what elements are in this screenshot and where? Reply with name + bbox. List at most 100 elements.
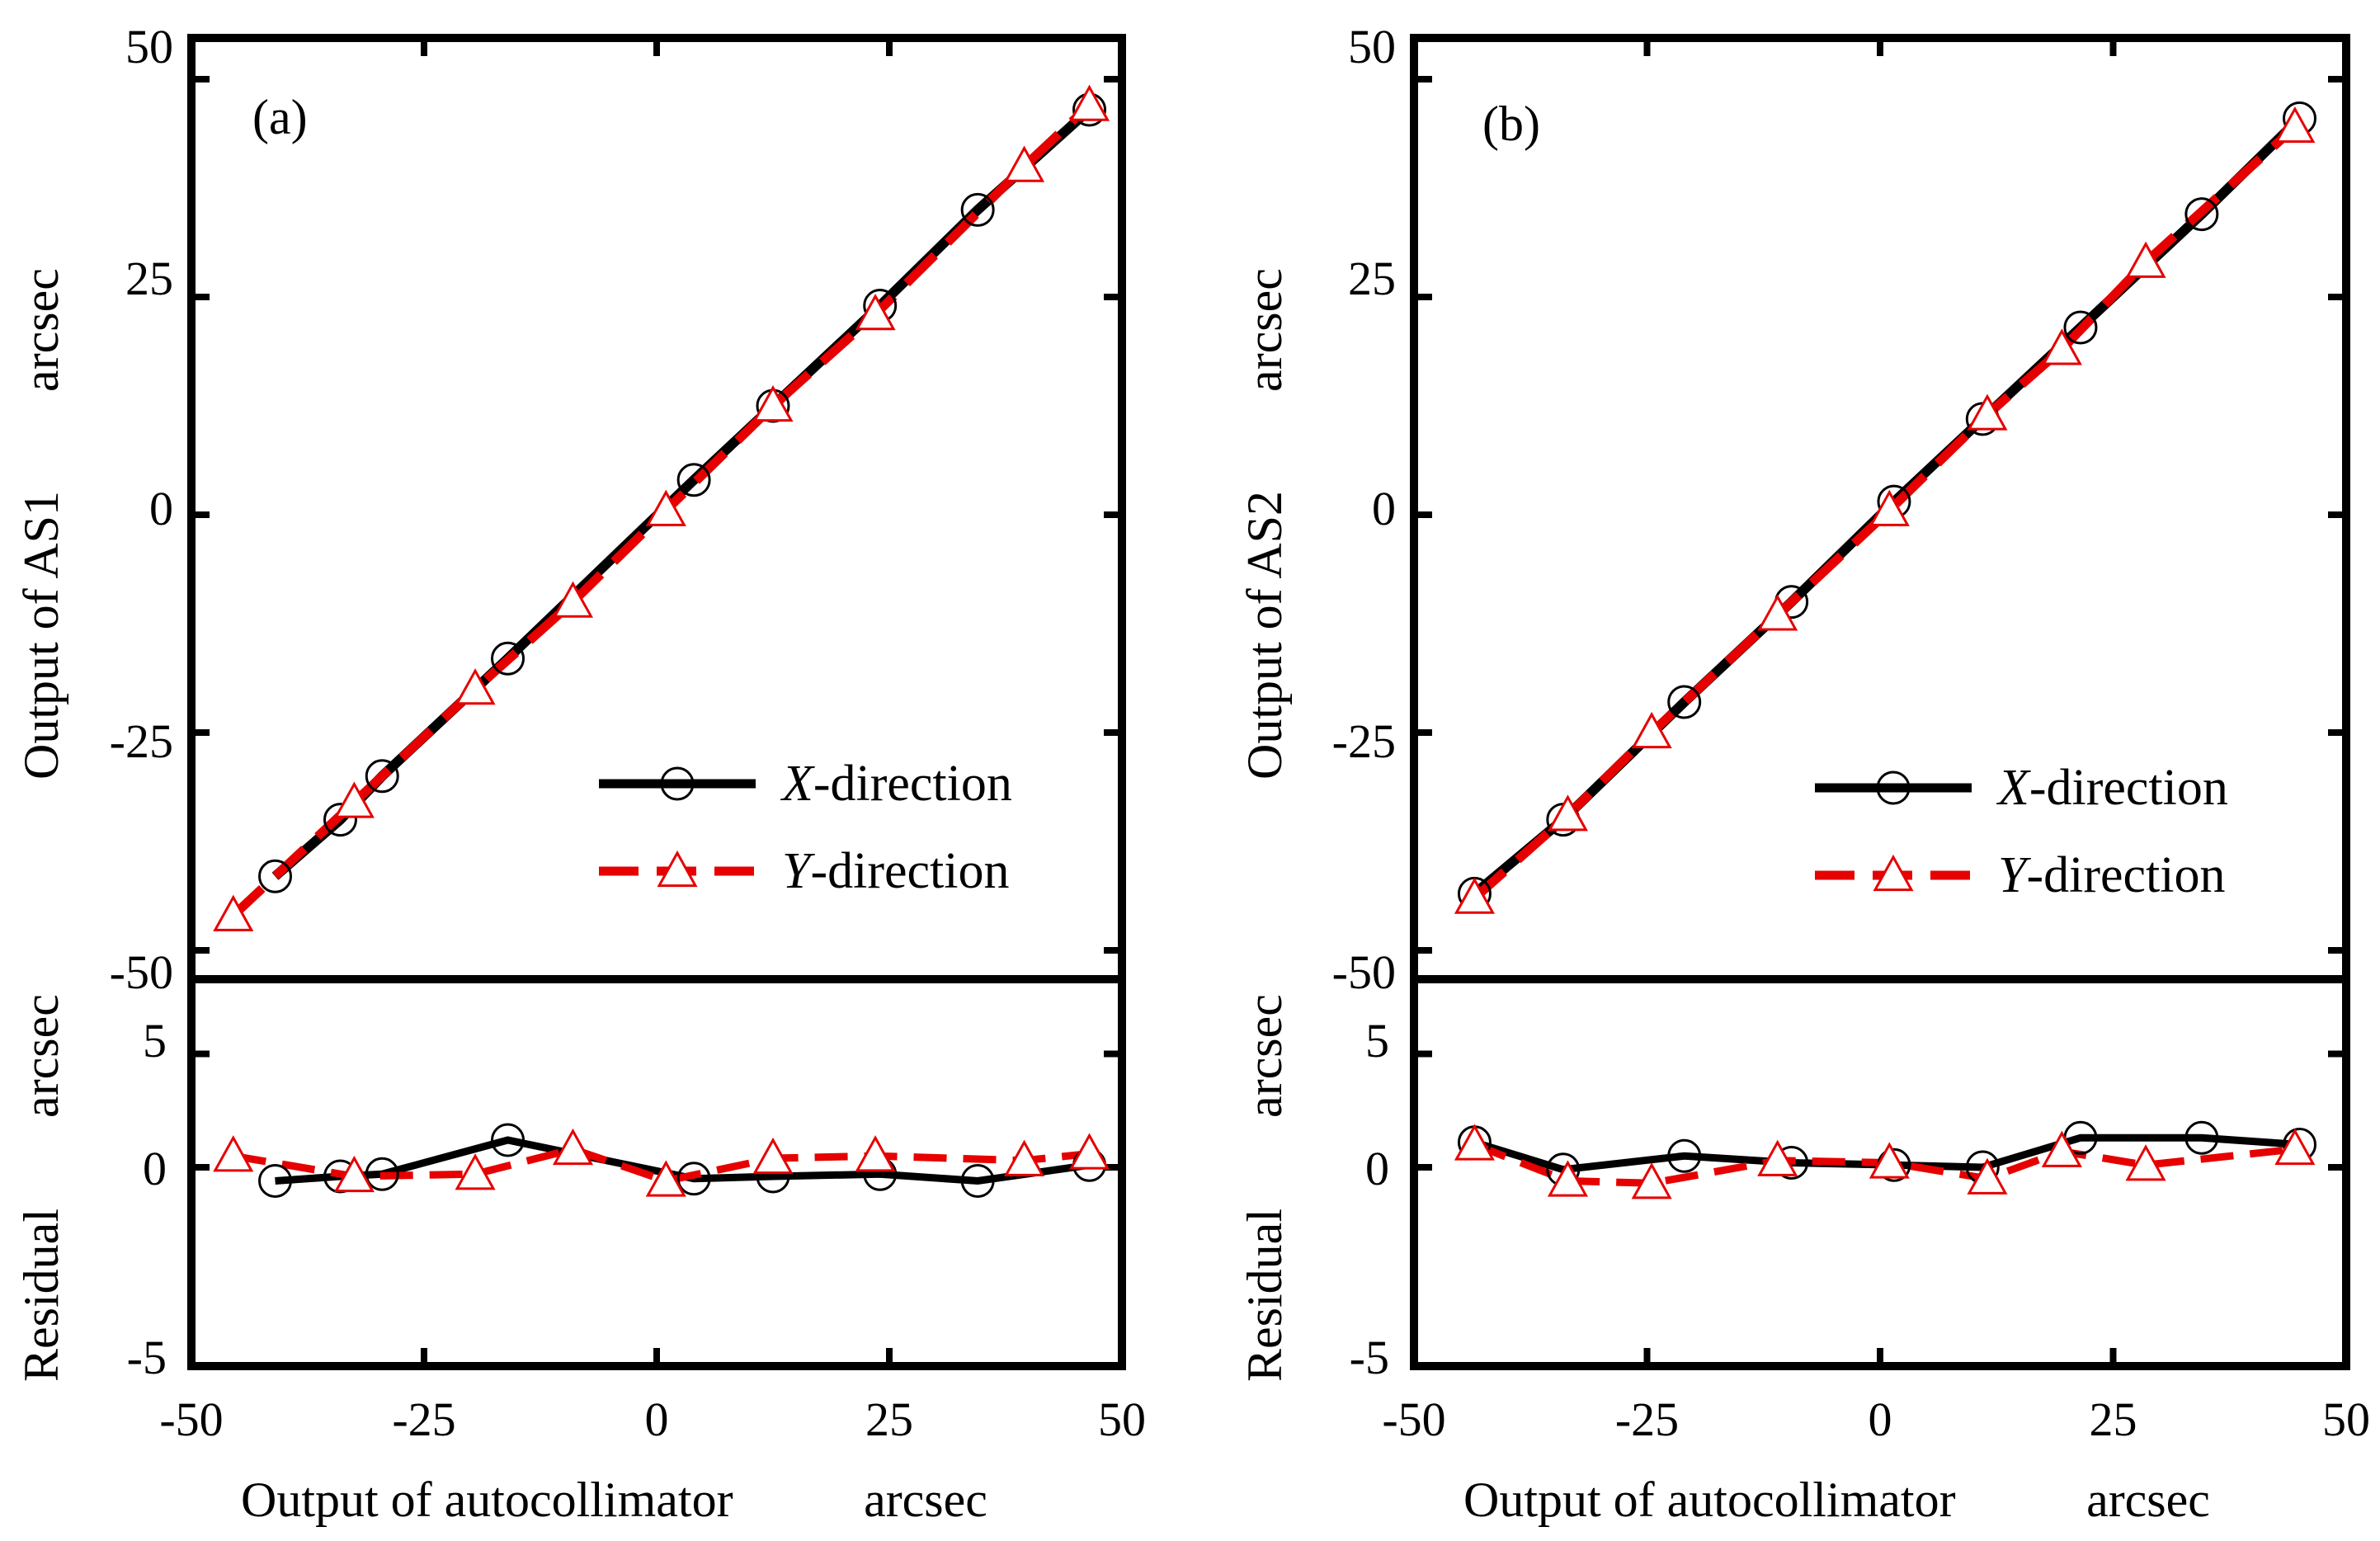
residual-tick-label: -5 <box>127 1331 167 1384</box>
x-tick-label: 0 <box>645 1393 669 1446</box>
legend-label-suffix: -direction <box>2026 847 2225 903</box>
data-point-circle <box>960 192 995 227</box>
legend-label-suffix: -direction <box>813 756 1012 812</box>
x-tick-label: -25 <box>392 1393 455 1446</box>
y-axis-unit: arcsec <box>1237 268 1292 392</box>
x-tick-label: 0 <box>1869 1393 1892 1446</box>
residual-point-circle <box>2184 1120 2219 1155</box>
residual-point-circle <box>258 1164 293 1198</box>
residual-axis-unit: arcsec <box>14 994 68 1118</box>
residual-point-triangle <box>1967 1157 2008 1195</box>
residual-tick-label: 5 <box>1365 1014 1389 1067</box>
y-axis-unit: arcsec <box>14 268 68 392</box>
residual-point-triangle <box>1757 1139 1798 1176</box>
legend-marker-triangle <box>657 850 698 888</box>
data-point-circle <box>2063 310 2098 345</box>
residual-point-triangle <box>1869 1142 1910 1179</box>
residual-tick-label: -5 <box>1350 1331 1389 1384</box>
residual-point-triangle <box>645 1160 686 1197</box>
residual-point-triangle <box>333 1155 375 1193</box>
residual-point-circle <box>960 1164 995 1198</box>
y-tick-label: 25 <box>125 252 173 305</box>
series-line-triangle <box>1471 124 2298 902</box>
legend-label-prefix: X <box>780 756 815 812</box>
residual-axis-title-text: Residual <box>1237 1209 1292 1382</box>
residual-point-triangle <box>855 1135 896 1172</box>
data-point-triangle <box>455 668 496 705</box>
legend-label: X-direction <box>1996 760 2228 816</box>
residual-line-triangle <box>233 1145 1090 1185</box>
data-point-triangle <box>1004 145 1045 182</box>
y-tick-label: 0 <box>1372 482 1396 535</box>
residual-point-circle <box>1667 1138 1702 1173</box>
legend-label-prefix: X <box>1996 760 2031 816</box>
data-point-triangle <box>213 894 254 931</box>
x-tick-label: -25 <box>1615 1393 1679 1446</box>
residual-tick-label: 0 <box>1365 1142 1389 1195</box>
data-point-circle <box>258 859 293 893</box>
x-tick-label: -50 <box>159 1393 223 1446</box>
y-tick-label: -25 <box>110 714 173 768</box>
data-point-triangle <box>333 781 375 818</box>
residual-tick-label: 5 <box>143 1014 167 1067</box>
legend-label-prefix: Y <box>1998 847 2031 903</box>
legend-label-suffix: -direction <box>810 843 1009 899</box>
y-tick-label: 50 <box>1348 20 1396 73</box>
residual-point-triangle <box>1454 1124 1495 1161</box>
y-axis-title-text: Output of AS1 <box>14 491 68 780</box>
residual-point-triangle <box>2274 1128 2316 1166</box>
residual-point-circle <box>676 1162 711 1196</box>
residual-axis-title: Residual arcsec <box>1237 994 1292 1382</box>
x-axis-title: Output of autocollimator <box>1463 1473 1956 1527</box>
data-point-triangle <box>1967 393 2008 431</box>
residual-tick-label: 0 <box>143 1142 167 1195</box>
data-point-triangle <box>1547 794 1588 832</box>
y-axis-title: Output of AS1 arcsec <box>14 268 68 780</box>
y-tick-label: -25 <box>1332 714 1396 768</box>
residual-point-triangle <box>2041 1130 2082 1167</box>
legend-label-suffix: -direction <box>2029 760 2228 816</box>
residual-axis-unit: arcsec <box>1237 994 1292 1118</box>
data-point-triangle <box>2274 106 2316 144</box>
data-point-circle <box>365 759 399 794</box>
y-tick-label: 25 <box>1348 252 1396 305</box>
residual-point-triangle <box>1631 1162 1672 1199</box>
y-axis-title-text: Output of AS2 <box>1237 491 1292 780</box>
residual-point-triangle <box>2125 1144 2166 1181</box>
x-tick-label: 50 <box>1098 1393 1146 1446</box>
data-point-triangle <box>752 384 794 422</box>
residual-point-triangle <box>552 1128 594 1166</box>
legend-marker-circle <box>660 766 695 801</box>
data-point-triangle <box>1757 594 1798 631</box>
data-point-triangle <box>552 581 594 618</box>
x-tick-label: 25 <box>865 1393 913 1446</box>
data-point-triangle <box>1068 84 1110 121</box>
data-point-triangle <box>1869 489 1910 526</box>
panel-label: (a) <box>252 90 308 144</box>
data-point-triangle <box>2125 241 2166 278</box>
residual-point-triangle <box>213 1135 254 1172</box>
data-point-circle <box>676 463 711 497</box>
x-tick-label: -50 <box>1382 1393 1445 1446</box>
data-point-triangle <box>645 489 686 526</box>
x-axis-unit: arcsec <box>864 1473 987 1527</box>
residual-point-triangle <box>1004 1139 1045 1176</box>
panel-label: (b) <box>1482 97 1540 151</box>
residual-point-triangle <box>752 1137 794 1175</box>
x-axis-unit: arcsec <box>2086 1473 2210 1527</box>
x-tick-label: 50 <box>2322 1393 2370 1446</box>
y-tick-label: -50 <box>110 945 173 999</box>
data-point-triangle <box>2041 328 2082 365</box>
data-point-triangle <box>855 294 896 331</box>
y-tick-label: 0 <box>149 482 173 535</box>
legend-marker-triangle <box>1873 854 1914 892</box>
y-axis-title: Output of AS2 arcsec <box>1237 268 1292 780</box>
residual-point-circle <box>365 1157 399 1191</box>
data-point-triangle <box>1631 711 1672 749</box>
residual-point-circle <box>491 1123 525 1157</box>
